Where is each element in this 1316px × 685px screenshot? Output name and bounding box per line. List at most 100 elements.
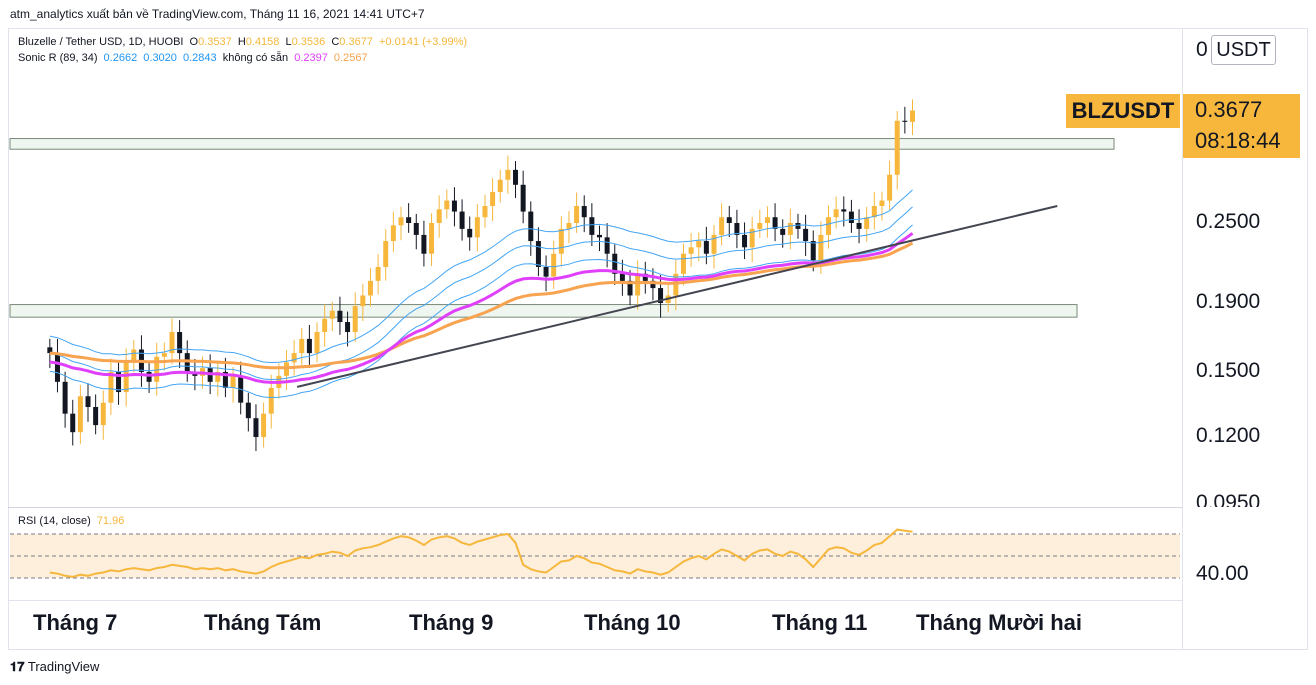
sonic-value-3: 0.2843 [182,52,217,64]
legend-pair: Bluzelle / Tether USD, 1D, HUOBI [18,36,184,48]
time-axis-divider [8,600,1182,601]
candle-body [772,217,778,229]
candle-body [566,223,572,229]
candle-body [505,169,511,180]
indicator-lines [49,189,914,399]
legend-high-value: 0.4158 [245,36,280,48]
candle-body [299,338,305,354]
candle-body [47,347,53,354]
candle-body [703,241,709,254]
candle-body [902,120,908,122]
tradingview-brand[interactable]: 𝟏𝟕 TradingView [10,659,99,675]
candle-body [642,273,648,281]
candle-body [146,371,152,382]
candle-body [726,217,732,223]
candle-body [337,310,343,323]
candle-body [261,413,267,437]
candle-body [513,169,519,185]
sonic-legend[interactable]: Sonic R (89, 34) 0.2662 0.3020 0.2843 kh… [18,52,371,64]
candle-body [909,110,915,122]
time-label-aug: Tháng Tám [204,610,322,635]
support-zone [9,138,1115,150]
candle-body [413,223,419,235]
candle-body [879,200,885,207]
candle-body [245,402,251,419]
rsi-legend[interactable]: RSI (14, close) 71.96 [18,515,127,527]
candle-body [757,223,763,229]
trendline-layer [296,205,1058,388]
legend-change: +0.0141 (+3.99%) [379,36,468,48]
candle-body [658,288,664,304]
candle-body [551,253,557,277]
sonic-label: Sonic R (89, 34) [18,52,98,64]
last-price-value: 0.3677 [1195,97,1263,122]
candle-body [711,234,717,254]
candle-body [306,338,312,354]
candle-body [314,332,320,354]
candle-body [558,228,564,254]
rsi-line-layer [49,528,913,578]
candle-body [482,206,488,218]
symbol-price-tag: BLZUSDT [1066,94,1180,128]
legend-close-label: C [331,36,340,48]
candle-body [345,322,351,333]
price-label-zero: 0 [1196,38,1208,61]
candle-body [764,217,770,223]
candle-body [253,418,259,437]
candle-body [497,179,503,193]
candle-body [459,211,465,229]
candle-body [360,295,366,307]
symbol-legend[interactable]: Bluzelle / Tether USD, 1D, HUOBI O0.3537… [18,36,470,48]
time-label-sep: Tháng 9 [409,610,494,635]
candle-body [574,206,580,223]
candle-body [528,211,534,242]
currency-unit-button[interactable]: USDT [1211,35,1276,65]
bar-countdown: 08:18:44 [1195,128,1281,153]
candle-body [795,223,801,229]
pane-divider[interactable] [8,507,1182,508]
chart-frame [8,28,1308,650]
price-label-0-095: 0.0950 [1196,491,1261,507]
candle-body [719,217,725,235]
candle-body [383,241,389,267]
candle-body [543,266,549,277]
candle-body [612,253,618,274]
published-header: atm_analytics xuất bản về TradingView.co… [10,7,425,21]
candle-body [222,371,228,388]
rsi-axis-label: 40.00 [1196,562,1249,585]
ascending-trendline [296,205,1058,388]
candle-body [887,174,893,201]
price-label-0-12: 0.1200 [1196,424,1261,447]
candle-body [451,200,457,212]
price-axis-divider [1182,28,1183,650]
candle-body [429,223,435,254]
candle-body [123,362,129,393]
rsi-label: RSI (14, close) [18,515,91,527]
price-label-0-15: 0.1500 [1196,359,1261,382]
price-label-0-19: 0.1900 [1196,290,1261,313]
sonic-lower-band [49,224,913,399]
legend-open-value: 0.3537 [198,36,232,48]
candle-body [520,184,526,212]
legend-low-label: L [285,36,292,48]
candle-body [352,306,358,333]
candle-body [856,223,862,229]
candle-body [688,247,694,254]
candle-body [322,318,328,333]
rsi-band-layer [10,533,1180,579]
candle-body [100,402,106,426]
rsi-value: 71.96 [96,515,125,527]
candle-body [818,234,824,261]
sonic-upper-band [49,189,913,364]
candle-body [780,228,786,235]
candle-body [108,371,114,403]
candle-body [230,375,236,388]
candle-body [375,266,381,281]
candle-body [93,407,99,426]
candle-body [161,353,167,357]
candle-body [864,217,870,229]
candle-body [398,217,404,226]
candle-body [650,280,656,289]
candle-body [444,200,450,210]
